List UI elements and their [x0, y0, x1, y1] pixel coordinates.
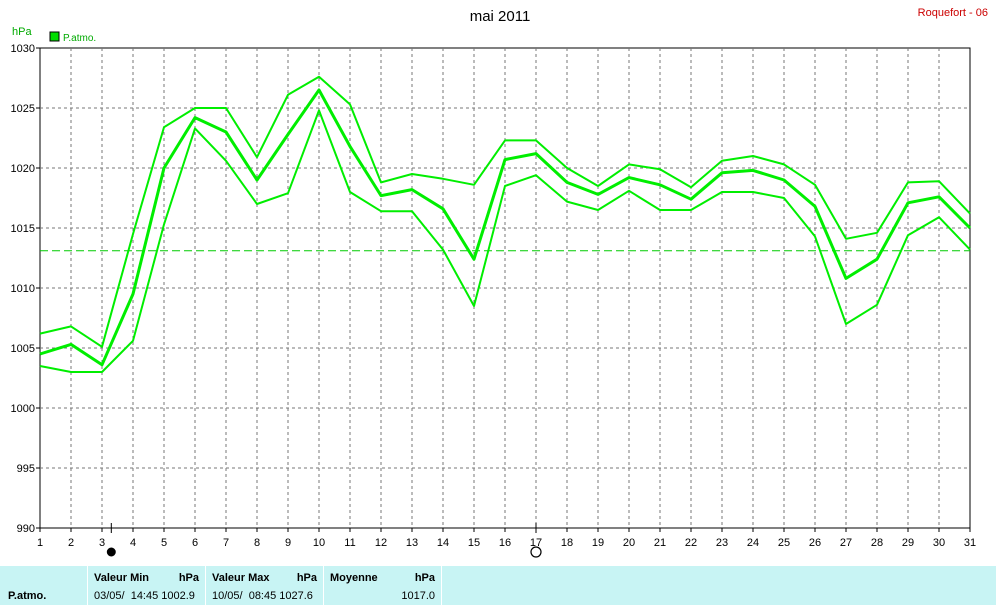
footer-max-cell: Valeur Max hPa 10/05/ 08:45 1027.6 — [206, 566, 324, 605]
avg-value: 1017.0 — [401, 590, 435, 602]
y-tick-label: 990 — [17, 523, 35, 535]
legend-swatch — [49, 31, 60, 42]
avg-header: Moyenne — [330, 572, 378, 584]
x-tick-label: 28 — [871, 537, 883, 549]
y-tick-label: 1010 — [11, 283, 35, 295]
x-tick-label: 4 — [130, 537, 136, 549]
y-tick-label: 1020 — [11, 163, 35, 175]
y-tick-label: 1000 — [11, 403, 35, 415]
x-tick-label: 21 — [654, 537, 666, 549]
x-tick-label: 25 — [778, 537, 790, 549]
x-tick-label: 3 — [99, 537, 105, 549]
y-tick-label: 1025 — [11, 103, 35, 115]
x-tick-label: 30 — [933, 537, 945, 549]
x-tick-label: 6 — [192, 537, 198, 549]
x-tick-label: 12 — [375, 537, 387, 549]
x-tick-label: 20 — [623, 537, 635, 549]
max-header: Valeur Max — [212, 572, 270, 584]
footer-row-label: P.atmo. — [8, 590, 47, 602]
y-axis-unit: hPa — [12, 26, 32, 38]
series-lines — [39, 75, 972, 373]
x-tick-label: 8 — [254, 537, 260, 549]
new-moon-icon — [106, 547, 116, 557]
y-tick-label: 1015 — [11, 223, 35, 235]
y-tick-label: 1030 — [11, 43, 35, 55]
station-name: Roquefort - 06 — [918, 7, 988, 19]
x-tick-label: 18 — [561, 537, 573, 549]
x-tick-label: 19 — [592, 537, 604, 549]
x-tick-label: 29 — [902, 537, 914, 549]
x-tick-label: 26 — [809, 537, 821, 549]
min-unit: hPa — [178, 572, 199, 584]
x-axis-ticks: 1 2 3 4 5 6 7 8 9 10 11 12 13 14 15 16 17 18 19 20 21 22 23 24 2… — [37, 528, 976, 549]
x-tick-label: 1 — [37, 537, 43, 549]
y-tick-label: 1005 — [11, 343, 35, 355]
series-line-mean — [39, 88, 972, 367]
max-unit: hPa — [296, 572, 317, 584]
min-header: Valeur Min — [94, 572, 150, 584]
x-tick-label: 7 — [223, 537, 229, 549]
x-tick-label: 11 — [344, 537, 355, 549]
series-line-min — [39, 109, 971, 373]
x-tick-label: 13 — [406, 537, 418, 549]
x-tick-label: 2 — [68, 537, 74, 549]
moon-phases — [106, 523, 542, 558]
x-tick-label: 22 — [685, 537, 697, 549]
x-tick-label: 16 — [499, 537, 511, 549]
x-tick-label: 14 — [437, 537, 449, 549]
min-value: 03/05/ 14:45 1002.9 — [94, 590, 195, 602]
x-tick-label: 23 — [716, 537, 728, 549]
footer-min-cell: Valeur Min hPa 03/05/ 14:45 1002.9 — [88, 566, 206, 605]
x-tick-label: 27 — [840, 537, 852, 549]
x-tick-label: 9 — [285, 537, 291, 549]
x-tick-label: 15 — [468, 537, 480, 549]
pressure-chart: mai 2011 Roquefort - 06 hPa P.atmo. 9909… — [11, 7, 988, 558]
x-tick-label: 24 — [747, 537, 759, 549]
chart-title: mai 2011 — [470, 8, 531, 25]
legend-label: P.atmo. — [63, 33, 96, 44]
avg-unit: hPa — [414, 572, 435, 584]
max-value: 10/05/ 08:45 1027.6 — [212, 590, 313, 602]
y-tick-label: 995 — [17, 463, 35, 475]
x-tick-label: 5 — [161, 537, 167, 549]
series-line-max — [39, 75, 971, 348]
footer-avg-cell: Moyenne hPa 1017.0 — [324, 566, 442, 605]
grid — [40, 48, 970, 528]
x-tick-label: 10 — [313, 537, 325, 549]
x-tick-label: 17 — [530, 537, 542, 549]
summary-footer: P.atmo. Valeur Min hPa 03/05/ 14:45 1002… — [0, 566, 996, 605]
footer-row-label-cell: P.atmo. — [0, 566, 88, 605]
full-moon-icon — [530, 546, 542, 558]
y-axis-ticks: 990 995 1000 1005 1010 1015 1020 1025 1030 — [11, 43, 40, 535]
x-tick-label: 31 — [964, 537, 976, 549]
